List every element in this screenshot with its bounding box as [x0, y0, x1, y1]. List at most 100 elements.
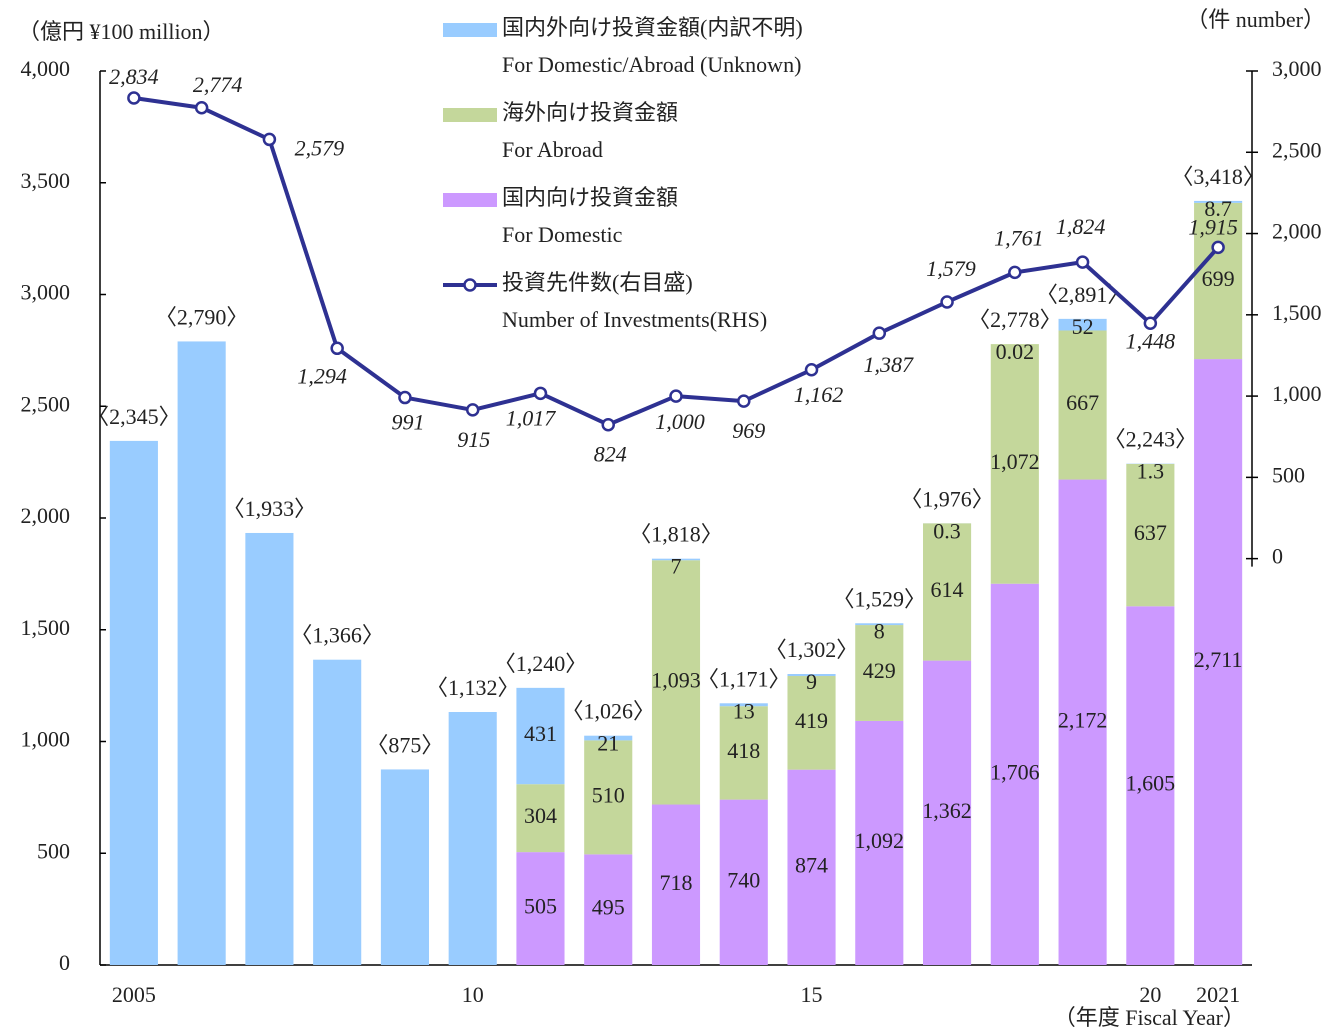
y-tick-label: 3,000 [21, 280, 71, 305]
bar-segment [584, 854, 633, 965]
bar-segment [855, 623, 904, 626]
bar-segment [516, 784, 565, 853]
line-value-label: 1,824 [1056, 214, 1106, 239]
total-label: 〈2,891〉 [1036, 282, 1130, 307]
bar-value-label: 21 [597, 731, 619, 756]
bar-value-label: 667 [1066, 390, 1099, 415]
legend-label-en: For Abroad [502, 137, 603, 162]
bar-value-label: 304 [524, 803, 557, 828]
bar-segment [1058, 330, 1107, 480]
line-marker [669, 389, 683, 403]
bar-value-label: 718 [660, 870, 693, 895]
line-marker [601, 417, 615, 432]
bar-segment [855, 720, 904, 965]
bar-value-label: 614 [931, 577, 964, 602]
bar-value-label: 874 [795, 852, 828, 877]
bar-value-label: 2,711 [1194, 647, 1243, 672]
x-tick-label: 2021 [1196, 982, 1240, 1007]
bar-value-label: 419 [795, 708, 828, 733]
bar-value-label: 429 [863, 658, 896, 683]
x-axis-label: （年度 Fiscal Year） [1054, 1005, 1245, 1030]
line-marker [872, 326, 887, 340]
bar-segment [855, 625, 904, 721]
line-value-label: 824 [594, 442, 627, 467]
total-label: 〈1,026〉 [561, 699, 655, 724]
bar-value-label: 637 [1134, 520, 1167, 545]
bar-segment [448, 711, 497, 965]
bar-segment [923, 660, 972, 965]
total-label: 〈1,132〉 [426, 675, 520, 700]
total-label: 〈3,418〉 [1171, 164, 1265, 189]
bar-segment [584, 735, 633, 741]
line-marker [1075, 255, 1090, 269]
x-tick-label: 2005 [112, 982, 156, 1007]
line-marker [127, 91, 141, 105]
bar-value-label: 1,706 [990, 759, 1040, 784]
line-marker [1211, 240, 1225, 255]
bar-value-label: 1,605 [1126, 771, 1176, 796]
y2-tick-label: 0 [1272, 544, 1283, 569]
bar-segment [787, 674, 836, 677]
line-value-label: 1,387 [864, 352, 915, 377]
bar-value-label: 8 [874, 618, 885, 643]
bar-segment [1194, 202, 1243, 360]
x-tick-label: 20 [1139, 982, 1161, 1007]
total-label: 〈2,345〉 [87, 404, 181, 429]
legend-label: 海外向け投資金額 [502, 100, 678, 125]
legend-swatch [443, 193, 497, 207]
bar-segment [990, 344, 1039, 584]
bar-segment [651, 804, 701, 965]
total-label: 〈1,366〉 [290, 623, 384, 648]
bar-segment [1194, 359, 1243, 965]
line-marker [1008, 265, 1022, 280]
bar-value-label: 13 [733, 698, 755, 723]
y-tick-label: 1,000 [21, 727, 71, 752]
bar-segment [651, 560, 701, 805]
bar-segment [719, 799, 768, 965]
bar-segment [1126, 463, 1175, 607]
legend-label-en: For Domestic [502, 222, 623, 247]
line-value-label: 1,448 [1126, 328, 1176, 353]
y2-tick-label: 3,000 [1272, 56, 1322, 81]
bar-segment [1058, 479, 1107, 965]
bar-segment [923, 523, 972, 661]
y-tick-label: 0 [59, 950, 70, 975]
bar-segment [787, 676, 836, 770]
bar-value-label: 1,362 [922, 798, 972, 823]
line-value-label: 1,579 [926, 256, 976, 281]
bar-value-label: 1.3 [1137, 459, 1165, 484]
bar-value-label: 510 [592, 782, 625, 807]
bar-segment [719, 703, 768, 707]
total-label: 〈875〉 [366, 732, 443, 757]
y-tick-label: 1,500 [21, 615, 71, 640]
bar-value-label: 0.02 [996, 339, 1035, 364]
y-tick-label: 2,000 [21, 503, 71, 528]
line-value-label: 1,162 [794, 382, 844, 407]
legend-swatch [443, 23, 497, 37]
x-tick-label: 15 [801, 982, 823, 1007]
bar-segment [1126, 606, 1175, 965]
y-tick-label: 500 [37, 838, 70, 863]
y-tick-label: 2,500 [21, 391, 71, 416]
bar-value-label: 1,092 [855, 828, 905, 853]
bar-segment [516, 852, 565, 965]
bar-value-label: 495 [592, 895, 625, 920]
line-marker [1143, 316, 1158, 331]
y2-tick-label: 2,500 [1272, 137, 1322, 162]
bar-segment [1194, 200, 1243, 203]
total-label: 〈1,976〉 [900, 486, 994, 511]
bar-segment [787, 769, 836, 965]
y-tick-label: 3,500 [21, 168, 71, 193]
bar-value-label: 52 [1072, 314, 1094, 339]
line-marker [465, 403, 480, 417]
line-value-label: 969 [732, 418, 765, 443]
y2-tick-label: 2,000 [1272, 219, 1322, 244]
total-label: 〈2,243〉 [1104, 427, 1198, 452]
bar-segment [516, 687, 565, 785]
total-label: 〈2,778〉 [968, 307, 1062, 332]
bar-value-label: 699 [1202, 266, 1235, 291]
line-marker [262, 132, 277, 147]
line-value-label: 1,294 [297, 363, 347, 388]
y2-tick-label: 500 [1272, 462, 1305, 487]
